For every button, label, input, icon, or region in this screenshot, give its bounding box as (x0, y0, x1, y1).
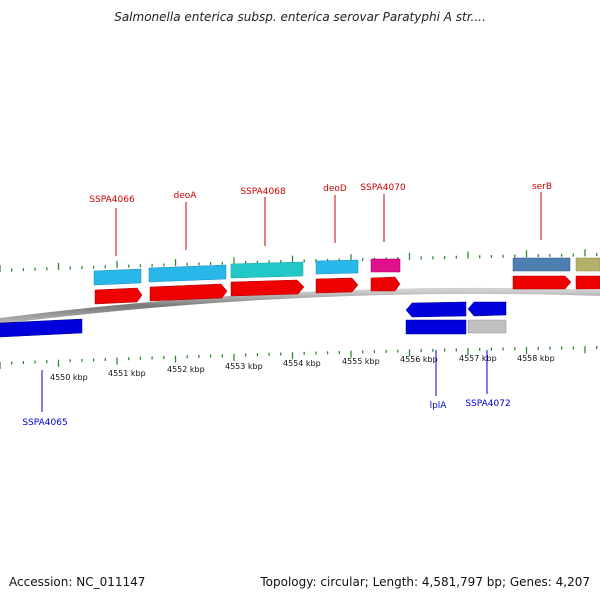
cds-arrow-reverse[interactable] (467, 301, 507, 317)
scale-label: 4552 kbp (167, 365, 205, 374)
cds-forward-row (94, 275, 600, 305)
top-gene-features (93, 257, 600, 286)
bottom-gene-features (0, 318, 507, 338)
gene-label[interactable]: SSPA4068 (240, 187, 286, 197)
gene-label[interactable]: lplA (430, 401, 448, 411)
genome-backbone (0, 287, 600, 324)
scale-label: 4553 kbp (225, 362, 263, 371)
scale-label: 4555 kbp (342, 357, 380, 366)
cds-arrow[interactable] (230, 279, 305, 297)
scale-label: 4551 kbp (108, 369, 146, 378)
map-title: Salmonella enterica subsp. enterica sero… (114, 10, 486, 24)
gene-label[interactable]: SSPA4070 (360, 183, 406, 193)
gene-label[interactable]: deoD (323, 184, 347, 194)
cds-reverse-row (405, 301, 507, 318)
scale-label: 4550 kbp (50, 373, 88, 382)
accession-text: Accession: NC_011147 (9, 575, 146, 589)
gene-feature-deod[interactable] (315, 259, 359, 275)
cds-arrow[interactable] (149, 283, 228, 302)
scale-label: 4557 kbp (459, 354, 497, 363)
gene-feature-partial[interactable] (575, 257, 600, 272)
gene-feature-serb[interactable] (512, 257, 571, 272)
cds-arrow[interactable] (370, 276, 401, 292)
gene-feature-sspa4066[interactable] (93, 268, 142, 286)
scale-label: 4554 kbp (283, 359, 321, 368)
cds-arrow[interactable] (94, 287, 143, 305)
scale-labels: 4550 kbp 4551 kbp 4552 kbp 4553 kbp 4554… (50, 354, 555, 382)
gene-label[interactable]: serB (532, 182, 552, 192)
gene-label[interactable]: SSPA4066 (89, 195, 135, 205)
cds-arrow-reverse[interactable] (405, 301, 467, 318)
gene-label[interactable]: SSPA4065 (22, 418, 67, 428)
scale-label: 4556 kbp (400, 355, 438, 364)
gene-feature-deoa[interactable] (148, 264, 227, 283)
gene-feature-sspa4065[interactable] (0, 318, 83, 338)
tick-row-bottom (0, 346, 598, 369)
gene-feature-lpla[interactable] (405, 319, 467, 335)
cds-arrow[interactable] (575, 275, 600, 290)
top-gene-labels: SSPA4066 deoA SSPA4068 deoD SSPA4070 ser… (89, 182, 552, 256)
gene-feature-sspa4072[interactable] (467, 319, 507, 334)
cds-arrow[interactable] (315, 277, 359, 294)
scale-label: 4558 kbp (517, 354, 555, 363)
summary-text: Topology: circular; Length: 4,581,797 bp… (260, 575, 590, 589)
gene-label[interactable]: SSPA4072 (465, 399, 510, 409)
bottom-gene-labels: SSPA4065 lplA SSPA4072 (22, 350, 511, 428)
gene-feature-sspa4068[interactable] (230, 261, 304, 279)
gene-feature-sspa4070[interactable] (370, 258, 401, 273)
gene-label[interactable]: deoA (174, 191, 198, 201)
cds-arrow[interactable] (512, 275, 572, 290)
